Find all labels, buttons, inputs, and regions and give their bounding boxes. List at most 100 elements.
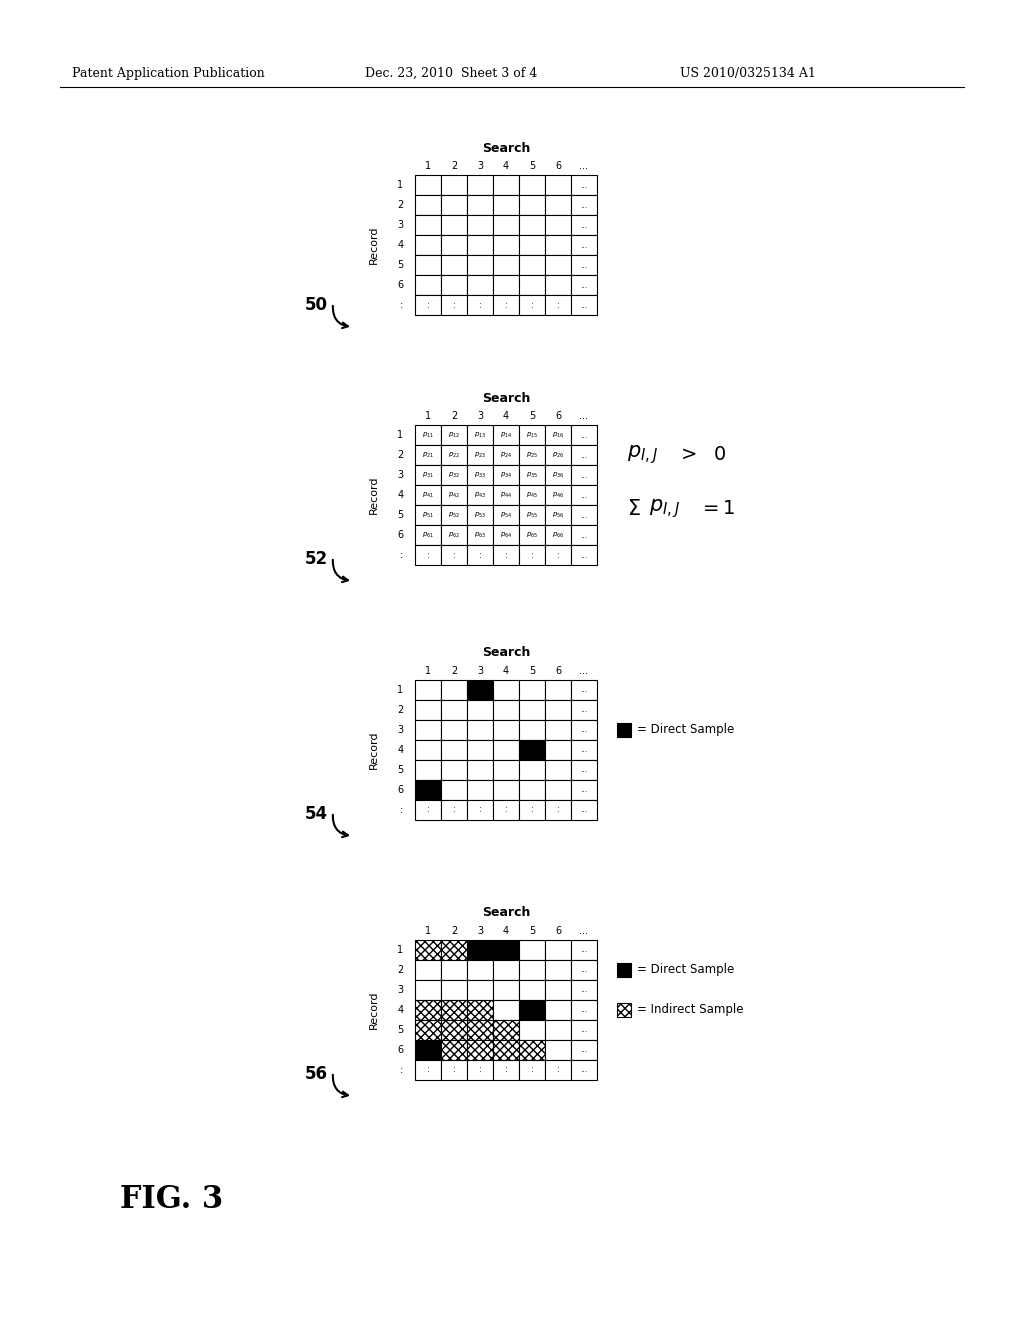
Text: Dec. 23, 2010  Sheet 3 of 4: Dec. 23, 2010 Sheet 3 of 4 [365,66,538,79]
Bar [571,255,597,275]
Bar [545,780,571,800]
Bar [467,176,493,195]
Text: ...: ... [581,531,588,540]
Bar [441,780,467,800]
Bar [415,1040,441,1060]
Text: :: : [400,1065,403,1074]
Text: $p_{61}$: $p_{61}$ [422,531,434,540]
Bar [519,465,545,484]
Bar [545,760,571,780]
Bar [493,1001,519,1020]
Bar [571,445,597,465]
Bar [519,800,545,820]
Bar [441,979,467,1001]
Text: ...: ... [580,667,589,676]
Text: ...: ... [581,986,588,994]
Text: :: : [478,301,481,309]
Bar [467,741,493,760]
Bar [571,979,597,1001]
Bar [441,940,467,960]
Text: ...: ... [581,260,588,269]
Text: ...: ... [581,685,588,694]
Text: 1: 1 [397,685,403,696]
Bar [441,1040,467,1060]
Bar [571,1020,597,1040]
Bar [493,780,519,800]
Text: = Indirect Sample: = Indirect Sample [637,1003,743,1016]
Bar [441,195,467,215]
Text: $p_{26}$: $p_{26}$ [552,450,564,459]
Bar [571,1040,597,1060]
Bar [415,780,441,800]
Text: ...: ... [581,1045,588,1055]
Text: ...: ... [581,1065,588,1074]
Bar [441,255,467,275]
Bar [441,425,467,445]
Text: $p_{44}$: $p_{44}$ [500,491,512,499]
Text: $p_{24}$: $p_{24}$ [500,450,512,459]
Text: 3: 3 [397,985,403,995]
Bar [415,195,441,215]
Bar [441,525,467,545]
Text: 2: 2 [451,927,457,936]
Bar [545,506,571,525]
Text: 1: 1 [425,667,431,676]
Text: :: : [427,1065,429,1074]
Text: 6: 6 [397,785,403,795]
Text: $p_{43}$: $p_{43}$ [474,491,486,499]
Text: ...: ... [581,945,588,954]
Bar [545,525,571,545]
Text: 56: 56 [305,1065,328,1082]
Text: ...: ... [581,201,588,210]
Text: ...: ... [581,511,588,520]
Bar [441,700,467,719]
Text: Record: Record [369,731,379,770]
Bar [493,425,519,445]
Text: :: : [557,805,559,814]
Text: $p_{23}$: $p_{23}$ [474,450,486,459]
Bar [571,545,597,565]
Text: :: : [427,550,429,560]
Text: ...: ... [581,1006,588,1015]
Bar [519,960,545,979]
Bar [467,255,493,275]
Bar [545,445,571,465]
Bar [545,1060,571,1080]
Bar [441,176,467,195]
Bar [493,719,519,741]
Bar [519,1060,545,1080]
Text: ...: ... [581,470,588,479]
Bar [571,484,597,506]
Text: ...: ... [581,550,588,560]
Bar [467,465,493,484]
Bar [519,425,545,445]
Text: :: : [427,301,429,309]
Bar [571,465,597,484]
Text: :: : [400,550,403,560]
Text: Record: Record [369,991,379,1030]
Text: ...: ... [581,965,588,974]
Bar [493,545,519,565]
Bar [441,275,467,294]
Bar [415,294,441,315]
Text: $p_{46}$: $p_{46}$ [552,491,564,499]
Text: US 2010/0325134 A1: US 2010/0325134 A1 [680,66,816,79]
Text: = Direct Sample: = Direct Sample [637,723,734,737]
Text: 1: 1 [425,927,431,936]
Bar [519,235,545,255]
Text: 6: 6 [397,280,403,290]
Text: 3: 3 [477,411,483,421]
Bar [571,525,597,545]
Bar [545,940,571,960]
Bar [441,960,467,979]
Bar [519,940,545,960]
Bar [467,425,493,445]
Bar [415,445,441,465]
Bar [519,484,545,506]
Text: :: : [505,550,507,560]
Text: $p_{22}$: $p_{22}$ [447,450,460,459]
Text: ...: ... [581,240,588,249]
Bar [441,506,467,525]
Bar [519,1020,545,1040]
Text: 52: 52 [305,550,328,568]
